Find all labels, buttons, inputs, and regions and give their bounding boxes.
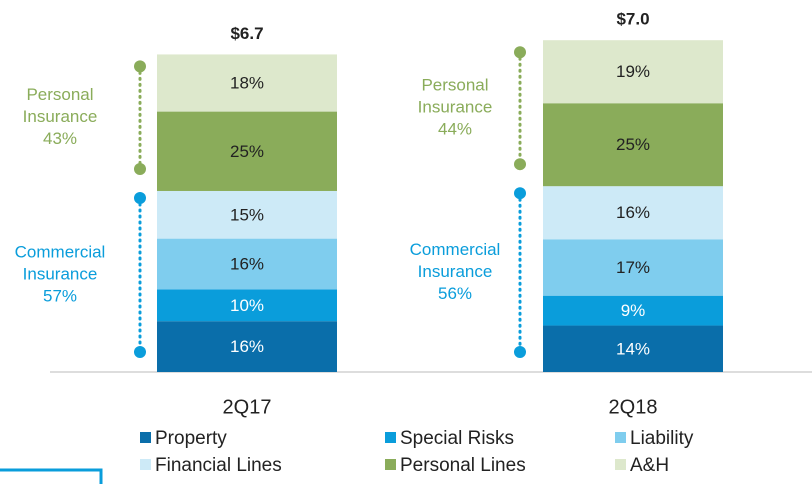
- bar-segment: [543, 186, 723, 240]
- legend-swatch: [140, 459, 151, 470]
- bar-segment: [157, 190, 337, 239]
- group-share: 57%: [43, 286, 77, 305]
- bracket-dot: [134, 162, 146, 175]
- data-label: 16%: [616, 203, 650, 222]
- bar-segment: [543, 103, 723, 187]
- bracket-dot: [514, 46, 526, 59]
- bar-segment: [543, 295, 723, 326]
- bar-segment: [157, 111, 337, 191]
- bar-segment: [157, 321, 337, 372]
- bar-segment: [157, 289, 337, 322]
- group-label: Insurance: [23, 107, 98, 126]
- bar-segment: [543, 40, 723, 104]
- data-label: 17%: [616, 258, 650, 277]
- legend-swatch: [385, 432, 396, 443]
- data-label: 25%: [230, 142, 264, 161]
- group-share: 43%: [43, 129, 77, 148]
- bracket-dot: [514, 346, 526, 358]
- bracket-dot: [514, 187, 526, 200]
- bracket-dot: [514, 158, 526, 171]
- data-label: 10%: [230, 296, 264, 315]
- legend-label: A&H: [630, 455, 669, 476]
- data-label: 16%: [230, 337, 264, 356]
- data-label: 19%: [616, 62, 650, 81]
- group-label: Commercial: [410, 240, 501, 259]
- group-label: Personal: [421, 76, 488, 95]
- group-label: Insurance: [418, 262, 493, 281]
- total-label: $6.7: [230, 24, 263, 43]
- bar-segment: [157, 54, 337, 112]
- bracket-dot: [134, 346, 146, 358]
- group-label: Insurance: [418, 98, 493, 117]
- legend-label: Property: [155, 428, 227, 449]
- legend-swatch: [140, 432, 151, 443]
- data-label: 18%: [230, 73, 264, 92]
- group-share: 44%: [438, 120, 472, 139]
- legend-swatch: [385, 459, 396, 470]
- bar-segment: [157, 238, 337, 290]
- bracket-dot: [134, 191, 146, 204]
- legend-label: Liability: [630, 428, 694, 449]
- data-label: 25%: [616, 135, 650, 154]
- group-label: Commercial: [15, 242, 106, 261]
- legend-swatch: [615, 432, 626, 443]
- data-label: 15%: [230, 205, 264, 224]
- bar-segment: [543, 239, 723, 296]
- legend-label: Personal Lines: [400, 455, 526, 476]
- total-label: $7.0: [616, 10, 649, 29]
- legend-label: Special Risks: [400, 428, 514, 449]
- group-label: Personal: [26, 85, 93, 104]
- x-tick-label: 2Q18: [609, 396, 658, 418]
- group-label: Insurance: [23, 264, 98, 283]
- bracket-dot: [134, 60, 146, 73]
- group-share: 56%: [438, 284, 472, 303]
- data-label: 16%: [230, 255, 264, 274]
- legend-swatch: [615, 459, 626, 470]
- legend-label: Financial Lines: [155, 455, 282, 476]
- bar-segment: [543, 325, 723, 372]
- data-label: 14%: [616, 339, 650, 358]
- frame: [0, 468, 103, 484]
- data-label: 9%: [621, 301, 646, 320]
- x-tick-label: 2Q17: [223, 396, 272, 418]
